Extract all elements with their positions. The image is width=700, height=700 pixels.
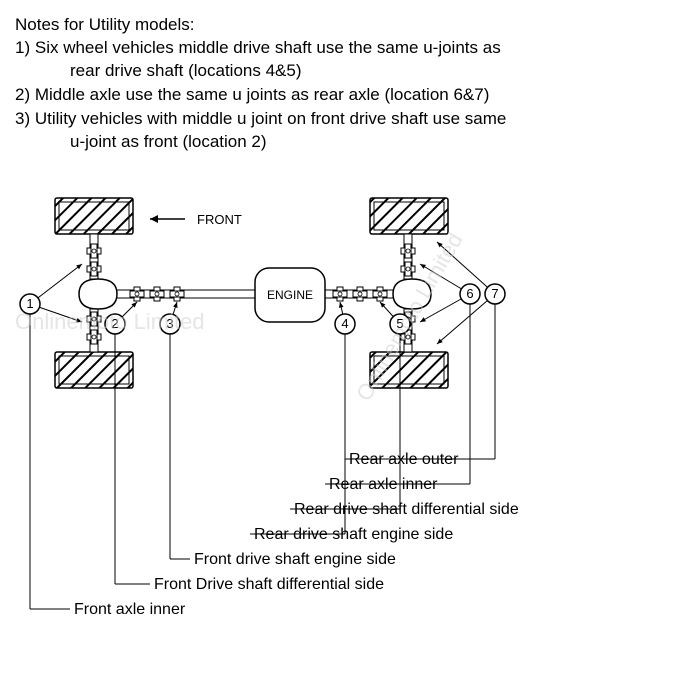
ujoint-icon (87, 312, 101, 326)
ujoint-icon (373, 287, 387, 301)
ujoint-icon (401, 244, 415, 258)
callout-number: 7 (491, 286, 498, 301)
differential-icon (79, 279, 117, 309)
callout-number: 1 (26, 296, 33, 311)
differential-icon (393, 279, 431, 309)
wheel-icon (55, 198, 133, 234)
callout-number: 2 (111, 316, 118, 331)
ujoint-icon (353, 287, 367, 301)
callout-label: Front Drive shaft differential side (154, 576, 384, 593)
ujoint-icon (170, 287, 184, 301)
callout-number: 3 (166, 316, 173, 331)
callout-number: 6 (466, 286, 473, 301)
note-item: 3) Utility vehicles with middle u joint … (15, 108, 685, 154)
callout-label: Rear drive shaft differential side (294, 501, 519, 518)
callout-number: 4 (341, 316, 348, 331)
wheel-icon (370, 352, 448, 388)
callout-number: 5 (396, 316, 403, 331)
callout-label: Front drive shaft engine side (194, 551, 396, 568)
notes-list: 1) Six wheel vehicles middle drive shaft… (15, 37, 685, 154)
callout-label: Rear axle outer (349, 451, 459, 468)
wheel-icon (55, 352, 133, 388)
front-label: FRONT (197, 212, 242, 227)
ujoint-icon (150, 287, 164, 301)
callout-label: Front axle inner (74, 601, 186, 618)
arrow-icon (150, 215, 158, 223)
wheel-icon (370, 198, 448, 234)
note-item: 1) Six wheel vehicles middle drive shaft… (15, 37, 685, 83)
callout-label: Rear drive shaft engine side (254, 526, 453, 543)
ujoint-icon (130, 287, 144, 301)
note-item: 2) Middle axle use the same u joints as … (15, 84, 685, 107)
ujoint-icon (87, 244, 101, 258)
drivetrain-diagram: FRONTENGINE1234567Rear axle outerRear ax… (15, 174, 685, 694)
ujoint-icon (333, 287, 347, 301)
notes-title: Notes for Utility models: (15, 15, 685, 35)
ujoint-icon (401, 262, 415, 276)
ujoint-icon (87, 330, 101, 344)
engine-label: ENGINE (267, 288, 313, 302)
ujoint-icon (87, 262, 101, 276)
